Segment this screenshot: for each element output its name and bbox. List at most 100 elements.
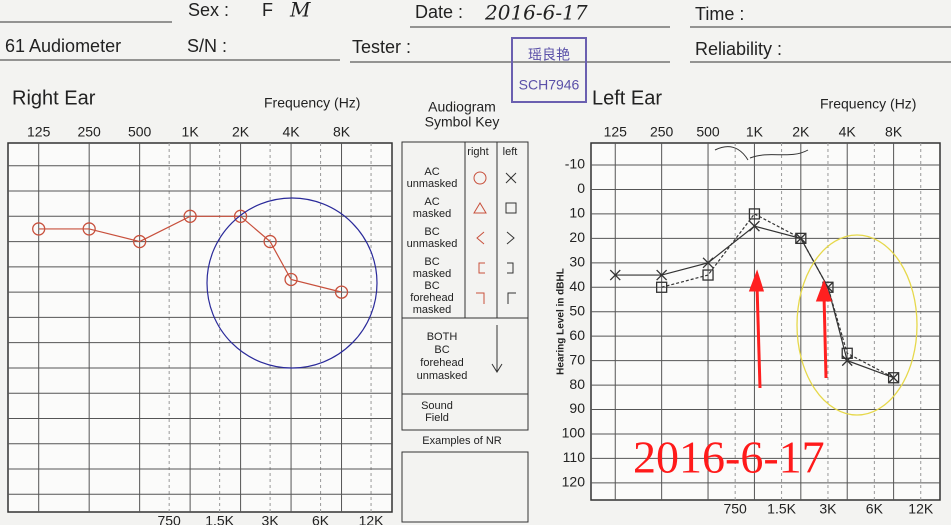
x-tick-label: 500 [128, 124, 152, 140]
series-line [661, 213, 894, 379]
y-tick-label: 20 [569, 229, 585, 245]
key-box [401, 451, 529, 523]
key-symbol [506, 231, 515, 245]
x-tick-label: 2K [232, 124, 250, 140]
data-point [702, 269, 714, 281]
y-tick-label: -10 [565, 156, 585, 172]
key-symbol [473, 171, 487, 185]
data-point [82, 222, 96, 236]
y-tick-label: 50 [569, 302, 585, 318]
stamp-code: SCH7946 [519, 77, 580, 93]
data-point [334, 285, 349, 299]
x-axis-label: Frequency (Hz) [264, 95, 360, 111]
y-tick-label: 90 [569, 400, 585, 416]
x-tick-label: 500 [696, 124, 720, 140]
sn-label: S/N : [187, 36, 227, 56]
date-annotation: 2016-6-17 [633, 432, 825, 483]
x-tick-label: 250 [77, 124, 101, 140]
key-label: BC [434, 344, 449, 356]
x2-tick-label: 6K [312, 513, 330, 525]
x-tick-label: 2K [792, 124, 810, 140]
key-title: Audiogram [428, 99, 496, 115]
red-arrows [748, 269, 833, 389]
key-title: Symbol Key [425, 114, 500, 130]
stamp-name: 瑶良艳 [528, 47, 570, 63]
y-tick-label: 10 [569, 205, 585, 221]
key-label: masked [413, 208, 452, 220]
data-point [233, 209, 248, 223]
x2-tick-label: 12K [908, 501, 934, 517]
x2-tick-label: 3K [819, 501, 837, 517]
key-symbol [476, 292, 485, 304]
data-point [263, 234, 277, 249]
key-symbol [505, 202, 517, 214]
reliability-label: Reliability : [695, 39, 782, 59]
data-point [887, 372, 900, 384]
chart-title: Left Ear [592, 87, 662, 109]
key-label: unmasked [407, 238, 458, 250]
key-label: unmasked [417, 370, 468, 382]
stamp [511, 37, 587, 103]
data-point [748, 220, 760, 232]
x-tick-label: 8K [885, 124, 903, 140]
data-point [183, 209, 197, 223]
x2-tick-label: 12K [359, 513, 385, 525]
key-symbol [505, 172, 517, 184]
data-point [841, 355, 853, 367]
key-column: left [503, 146, 518, 158]
data-point [702, 257, 714, 269]
chart-title: Right Ear [12, 87, 96, 109]
time-label: Time : [695, 4, 744, 24]
key-label: BC [424, 256, 439, 268]
yellow-circle [796, 234, 918, 416]
key-symbol [507, 262, 514, 274]
data-point [655, 281, 668, 293]
y-tick-label: 40 [569, 278, 585, 294]
x2-tick-label: 750 [157, 513, 181, 525]
data-point [888, 372, 900, 384]
x2-tick-label: 1.5K [205, 513, 234, 525]
x2-tick-label: 6K [866, 501, 884, 517]
y-tick-label: 30 [569, 254, 585, 270]
x2-tick-label: 1.5K [767, 501, 796, 517]
key-label: masked [413, 268, 452, 280]
key-label: unmasked [407, 178, 458, 190]
y-tick-label: 100 [562, 425, 586, 441]
key-nr: Examples of NR [422, 435, 502, 447]
data-point [795, 232, 807, 245]
x-tick-label: 1K [746, 124, 764, 140]
tester-label: Tester : [352, 37, 411, 57]
x-tick-label: 250 [650, 124, 674, 140]
x2-tick-label: 750 [723, 501, 747, 517]
audiometer: 61 Audiometer [5, 36, 121, 56]
key-label: masked [413, 304, 452, 316]
x-tick-label: 4K [282, 124, 300, 140]
y-tick-label: 110 [563, 449, 586, 465]
x-tick-label: 125 [604, 124, 628, 140]
key-symbol [491, 325, 503, 373]
y-tick-label: 0 [577, 180, 585, 196]
y-tick-label: 60 [569, 327, 585, 343]
date-label: Date : [415, 2, 463, 22]
form-lines [0, 21, 951, 63]
key-label: AC [424, 196, 439, 208]
x-axis-label: Frequency (Hz) [820, 96, 916, 112]
key-label: Sound [421, 400, 453, 412]
y-axis-label: Hearing Level in dBHL [556, 268, 567, 375]
data-point [841, 347, 853, 359]
sex-label: Sex : [188, 0, 229, 20]
key-label: BC [424, 280, 439, 292]
sex-mark: M [289, 0, 311, 22]
key-label: BC [424, 226, 439, 238]
data-point [32, 222, 46, 236]
key-symbol [476, 231, 485, 245]
x-tick-label: 1K [182, 124, 200, 140]
data-point [656, 269, 668, 281]
key-label: AC [424, 166, 439, 178]
chart-frame [590, 142, 941, 501]
x2-tick-label: 3K [262, 513, 280, 525]
data-point [132, 234, 147, 249]
key-label: BOTH [427, 331, 458, 343]
